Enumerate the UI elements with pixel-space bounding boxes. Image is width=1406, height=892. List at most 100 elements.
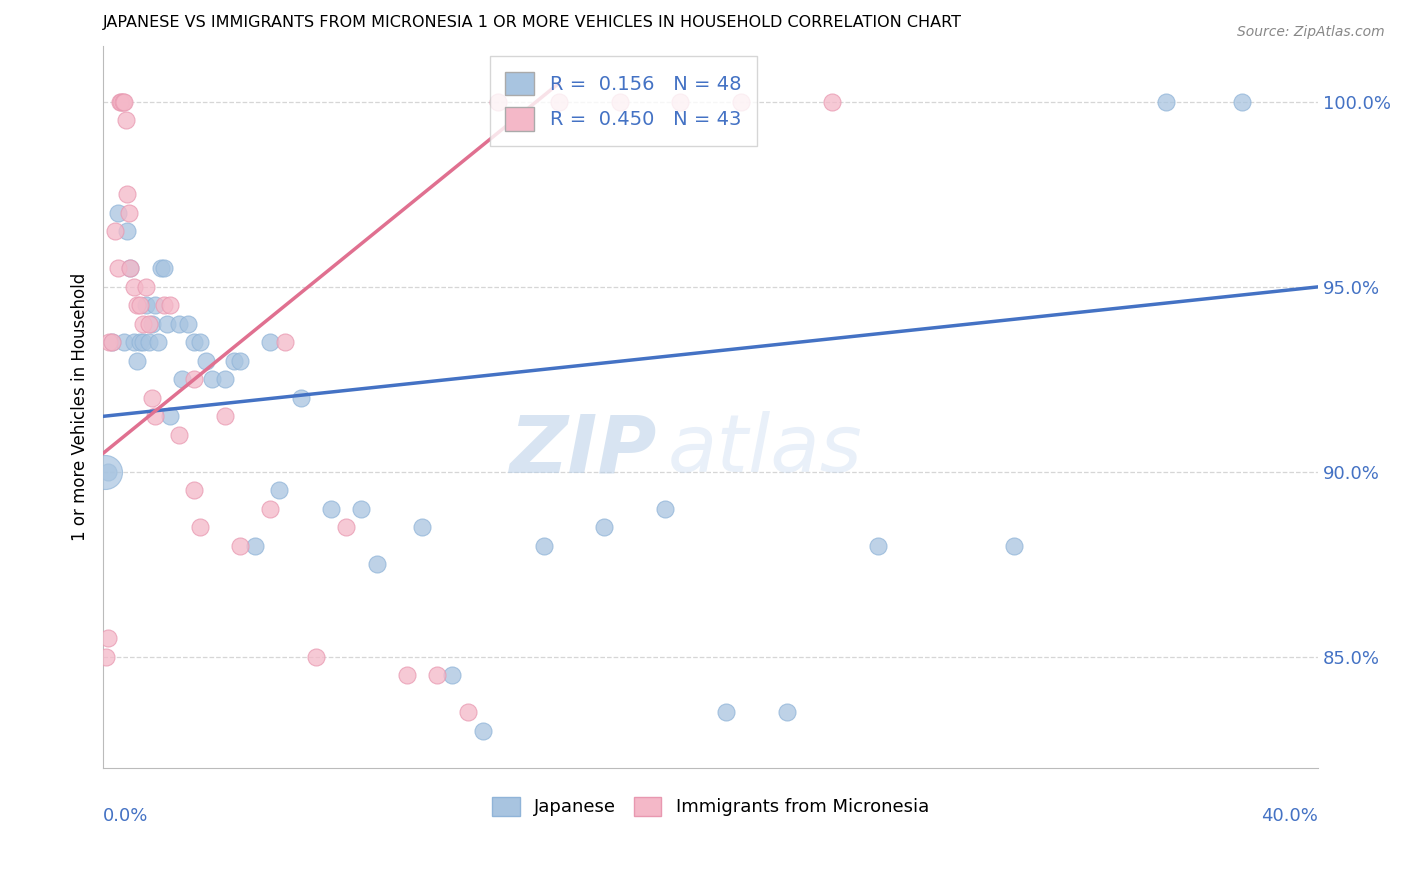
Text: 0.0%: 0.0% bbox=[103, 807, 149, 825]
Point bbox=[654, 501, 676, 516]
Point bbox=[141, 317, 163, 331]
Point bbox=[201, 372, 224, 386]
Text: 40.0%: 40.0% bbox=[1261, 807, 1319, 825]
Point bbox=[229, 539, 252, 553]
Point bbox=[335, 520, 357, 534]
Text: atlas: atlas bbox=[668, 411, 863, 490]
Point bbox=[1154, 95, 1177, 109]
Y-axis label: 1 or more Vehicles in Household: 1 or more Vehicles in Household bbox=[72, 273, 89, 541]
Text: JAPANESE VS IMMIGRANTS FROM MICRONESIA 1 OR MORE VEHICLES IN HOUSEHOLD CORRELATI: JAPANESE VS IMMIGRANTS FROM MICRONESIA 1… bbox=[103, 15, 962, 30]
Point bbox=[471, 723, 494, 738]
Point bbox=[319, 501, 342, 516]
Point bbox=[274, 335, 297, 350]
Point bbox=[305, 649, 328, 664]
Point bbox=[97, 465, 120, 479]
Point bbox=[1002, 539, 1025, 553]
Point bbox=[131, 317, 153, 331]
Point bbox=[259, 501, 281, 516]
Point bbox=[1230, 95, 1253, 109]
Point bbox=[104, 224, 127, 238]
Point bbox=[122, 280, 145, 294]
Point bbox=[730, 95, 752, 109]
Point bbox=[118, 206, 141, 220]
Point bbox=[183, 483, 205, 498]
Point bbox=[153, 261, 176, 276]
Point bbox=[177, 317, 200, 331]
Point bbox=[183, 335, 205, 350]
Point bbox=[350, 501, 373, 516]
Point bbox=[533, 539, 555, 553]
Legend: R =  0.156   N = 48, R =  0.450   N = 43: R = 0.156 N = 48, R = 0.450 N = 43 bbox=[489, 56, 756, 146]
Point bbox=[138, 335, 160, 350]
Point bbox=[290, 391, 312, 405]
Point bbox=[101, 335, 124, 350]
Point bbox=[366, 558, 388, 572]
Point bbox=[98, 335, 121, 350]
Point bbox=[135, 280, 157, 294]
Point bbox=[138, 317, 160, 331]
Point bbox=[93, 465, 115, 479]
Point bbox=[222, 354, 245, 368]
Point bbox=[259, 335, 281, 350]
Point bbox=[669, 95, 692, 109]
Point bbox=[110, 95, 132, 109]
Point bbox=[229, 354, 252, 368]
Point bbox=[243, 539, 266, 553]
Point bbox=[172, 372, 194, 386]
Point bbox=[128, 335, 150, 350]
Point bbox=[821, 95, 844, 109]
Point bbox=[131, 335, 153, 350]
Point bbox=[426, 668, 449, 682]
Point bbox=[609, 95, 631, 109]
Point bbox=[101, 335, 124, 350]
Point bbox=[214, 409, 236, 424]
Point bbox=[486, 95, 509, 109]
Point bbox=[775, 705, 797, 719]
Point bbox=[395, 668, 418, 682]
Point bbox=[457, 705, 479, 719]
Point bbox=[156, 317, 179, 331]
Point bbox=[146, 335, 169, 350]
Point bbox=[112, 95, 135, 109]
Point bbox=[128, 298, 150, 312]
Point bbox=[159, 409, 181, 424]
Point bbox=[167, 427, 190, 442]
Point bbox=[135, 298, 157, 312]
Point bbox=[117, 187, 139, 202]
Point bbox=[96, 649, 118, 664]
Text: Source: ZipAtlas.com: Source: ZipAtlas.com bbox=[1237, 25, 1385, 39]
Point bbox=[441, 668, 464, 682]
Point bbox=[143, 298, 166, 312]
Point bbox=[120, 261, 142, 276]
Point bbox=[125, 298, 148, 312]
Point bbox=[547, 95, 569, 109]
Point bbox=[593, 520, 616, 534]
Point bbox=[195, 354, 218, 368]
Point bbox=[117, 224, 139, 238]
Point bbox=[866, 539, 889, 553]
Point bbox=[411, 520, 433, 534]
Point bbox=[159, 298, 181, 312]
Point bbox=[115, 113, 138, 128]
Point bbox=[188, 335, 211, 350]
Point bbox=[269, 483, 291, 498]
Point bbox=[153, 298, 176, 312]
Point bbox=[111, 95, 134, 109]
Point bbox=[141, 391, 163, 405]
Point bbox=[120, 261, 142, 276]
Point bbox=[143, 409, 166, 424]
Point bbox=[214, 372, 236, 386]
Text: ZIP: ZIP bbox=[509, 411, 657, 490]
Point bbox=[122, 335, 145, 350]
Point bbox=[97, 632, 120, 646]
Point bbox=[149, 261, 172, 276]
Point bbox=[167, 317, 190, 331]
Point bbox=[108, 95, 131, 109]
Point bbox=[125, 354, 148, 368]
Point bbox=[107, 206, 129, 220]
Point bbox=[107, 261, 129, 276]
Point bbox=[188, 520, 211, 534]
Point bbox=[183, 372, 205, 386]
Point bbox=[714, 705, 737, 719]
Point bbox=[112, 335, 135, 350]
